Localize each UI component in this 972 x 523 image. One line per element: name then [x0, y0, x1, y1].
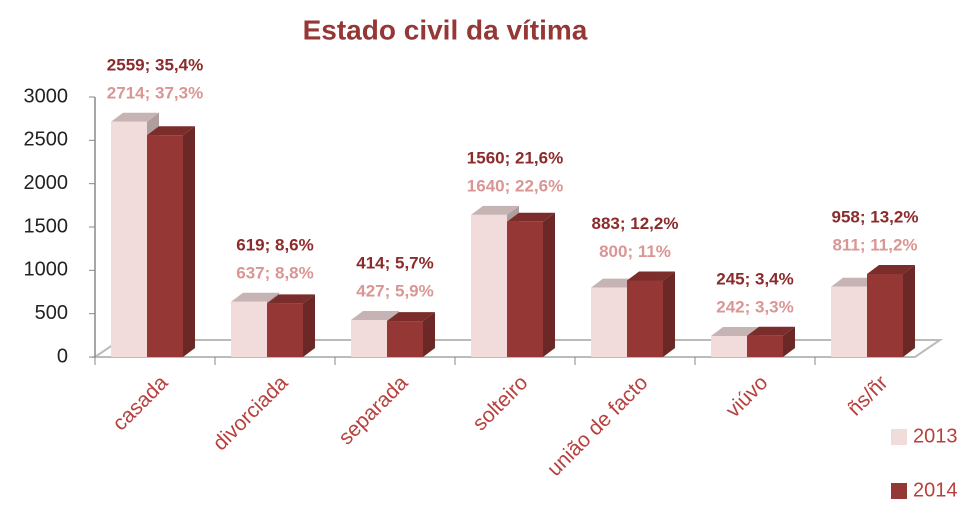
data-label: 800; 11%: [599, 242, 671, 261]
data-label: 637; 8,8%: [236, 263, 314, 282]
bar-side: [183, 126, 195, 357]
bar-top: [111, 112, 159, 122]
bar-top: [471, 205, 519, 215]
data-label: 1640; 22,6%: [467, 176, 563, 195]
bar: [111, 121, 147, 357]
bar: [627, 280, 663, 357]
bar-top: [351, 310, 399, 320]
data-label: 242; 3,3%: [716, 297, 794, 316]
bar-top: [627, 271, 675, 281]
x-tick-label: casada: [108, 371, 172, 435]
bar-side: [903, 264, 915, 357]
bar: [147, 135, 183, 357]
bar-side: [543, 212, 555, 357]
data-label: 883; 12,2%: [592, 214, 679, 233]
legend-swatch: [891, 429, 907, 445]
x-tick-label: viúvo: [722, 371, 773, 422]
bar: [747, 335, 783, 357]
x-tick-label: divorciada: [208, 371, 292, 455]
bar-top: [231, 292, 279, 302]
bar-top: [387, 312, 435, 322]
bar: [711, 336, 747, 357]
x-tick-label: separada: [334, 371, 412, 449]
bar-side: [663, 271, 675, 357]
x-tick-label: união de facto: [543, 371, 653, 481]
chart-title: Estado civil da vítima: [303, 14, 588, 45]
bar-top: [867, 264, 915, 274]
bar: [471, 214, 507, 357]
legend-label: 2014: [913, 479, 958, 501]
y-tick-label: 1500: [24, 215, 69, 237]
legend-swatch: [891, 483, 907, 499]
bar-side: [303, 294, 315, 357]
bar: [831, 286, 867, 357]
x-tick-label: ñs/ñr: [843, 371, 892, 420]
x-tick-label: solteiro: [468, 371, 532, 435]
data-label: 619; 8,6%: [236, 235, 314, 254]
data-label: 811; 11,2%: [832, 235, 917, 254]
bar: [867, 273, 903, 357]
bar: [591, 287, 627, 357]
bar-side: [783, 326, 795, 357]
bar: [351, 319, 387, 357]
data-label: 2714; 37,3%: [107, 83, 203, 102]
bar-top: [747, 326, 795, 336]
data-label: 1560; 21,6%: [467, 148, 563, 167]
bar: [507, 221, 543, 357]
bar-top: [507, 212, 555, 222]
y-tick-label: 1000: [24, 259, 69, 281]
data-label: 427; 5,9%: [356, 281, 434, 300]
data-label: 245; 3,4%: [716, 269, 794, 288]
legend-label: 2013: [913, 425, 958, 447]
bar-side: [423, 312, 435, 357]
bar: [267, 303, 303, 357]
y-tick-label: 0: [57, 345, 68, 367]
data-label: 414; 5,7%: [356, 253, 434, 272]
data-label: 958; 13,2%: [832, 207, 919, 226]
y-tick-label: 500: [35, 302, 68, 324]
y-tick-label: 2500: [24, 129, 69, 151]
bar: [387, 321, 423, 357]
bar-top: [711, 327, 759, 337]
data-label: 2559; 35,4%: [107, 55, 203, 74]
bar-top: [267, 294, 315, 304]
y-tick-label: 2000: [24, 172, 69, 194]
y-tick-label: 3000: [24, 85, 69, 107]
bar: [231, 301, 267, 357]
bar-top: [147, 126, 195, 136]
